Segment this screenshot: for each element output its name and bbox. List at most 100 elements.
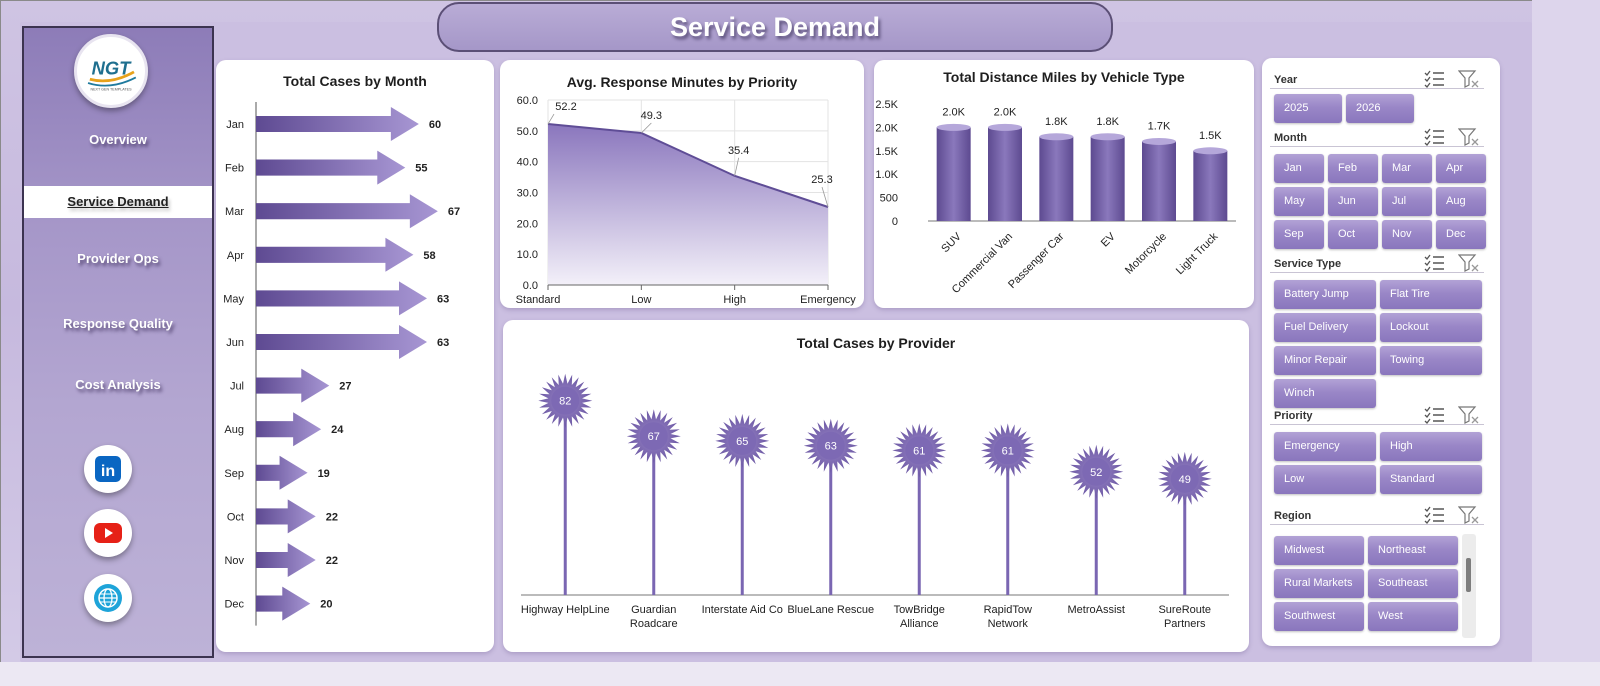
slicer-month-item[interactable]: Dec (1436, 220, 1486, 249)
month-tick-label: Dec (224, 599, 244, 611)
slicer-service_type-item[interactable]: Lockout (1380, 313, 1482, 342)
slicer-region-item[interactable]: West (1368, 602, 1458, 631)
slicer-priority-item[interactable]: Low (1274, 465, 1376, 494)
slicer-month-item[interactable]: Sep (1274, 220, 1324, 249)
month-tick-label: Apr (227, 250, 244, 262)
leader-line (821, 186, 829, 208)
slicer-month-item[interactable]: Aug (1436, 187, 1486, 216)
youtube-button[interactable] (84, 509, 132, 557)
y-tick-label: 0 (892, 216, 898, 228)
slicer-service_type-item[interactable]: Winch (1274, 379, 1376, 408)
provider-marker-center (551, 386, 580, 415)
nav-overview[interactable]: Overview (89, 132, 147, 147)
month-tick-label: Jan (226, 119, 244, 131)
slicer-month-item[interactable]: Apr (1436, 154, 1486, 183)
clear-filter-icon[interactable] (1457, 128, 1480, 146)
slicer-header-month: Month (1274, 132, 1307, 144)
slicer-service_type-item[interactable]: Fuel Delivery (1274, 313, 1376, 342)
slicer-service_type-item[interactable]: Towing (1380, 346, 1482, 375)
month-tick-label: Sep (224, 468, 244, 480)
x-tick-label: Interstate Aid Co (702, 604, 783, 616)
slicer-divider (1270, 424, 1484, 425)
y-tick-label: 40.0 (517, 157, 538, 169)
nav-response-quality[interactable]: Response Quality (63, 316, 173, 331)
svg-text:in: in (101, 463, 115, 480)
nav-provider-ops[interactable]: Provider Ops (77, 251, 159, 266)
multi-select-icon[interactable] (1424, 406, 1446, 424)
slicer-month-item[interactable]: May (1274, 187, 1324, 216)
month-bar (256, 499, 316, 534)
slicer-month-item[interactable]: Feb (1328, 154, 1378, 183)
slicer-priority-item[interactable]: Emergency (1274, 432, 1376, 461)
month-bar (256, 586, 311, 621)
slicer-year-item[interactable]: 2026 (1346, 94, 1414, 123)
chart-title: Total Distance Miles by Vehicle Type (943, 69, 1185, 85)
slicer-region-item[interactable]: Southwest (1274, 602, 1364, 631)
month-tick-label: Oct (227, 511, 244, 523)
linkedin-button[interactable]: in (84, 445, 132, 493)
multi-select-icon[interactable] (1424, 128, 1446, 146)
website-button[interactable] (84, 574, 132, 622)
month-data-label: 67 (448, 206, 460, 218)
y-tick-label: 2.5K (875, 99, 898, 111)
y-tick-label: 1.0K (875, 169, 898, 181)
month-tick-label: Nov (224, 555, 244, 567)
provider-marker-center (728, 426, 757, 455)
x-tick-label: Highway HelpLine (521, 604, 610, 616)
slicer-divider (1270, 88, 1484, 89)
data-label: 1.8K (1045, 116, 1068, 128)
slicer-service_type-item[interactable]: Flat Tire (1380, 280, 1482, 309)
slicer-region-item[interactable]: Midwest (1274, 536, 1364, 565)
slicer-year-item[interactable]: 2025 (1274, 94, 1342, 123)
y-tick-label: 50.0 (517, 126, 538, 138)
nav-service-demand[interactable]: Service Demand (24, 186, 212, 218)
region-scrollbar[interactable] (1462, 534, 1476, 638)
x-tick-label: BlueLane Rescue (787, 604, 874, 616)
multi-select-icon[interactable] (1424, 506, 1446, 524)
slicer-header-year: Year (1274, 74, 1298, 86)
slicer-region-item[interactable]: Southeast (1368, 569, 1458, 598)
slicer-priority-item[interactable]: High (1380, 432, 1482, 461)
y-tick-label: 20.0 (517, 218, 538, 230)
vehicle-bar-top (1193, 147, 1228, 155)
slicer-month-item[interactable]: Mar (1382, 154, 1432, 183)
chart-card-distance-by-vehicle: Total Distance Miles by Vehicle Type 0 50… (874, 60, 1254, 308)
slicer-priority-item[interactable]: Standard (1380, 465, 1482, 494)
month-bar (256, 237, 414, 272)
slicer-region-item[interactable]: Northeast (1368, 536, 1458, 565)
clear-filter-icon[interactable] (1457, 254, 1480, 272)
x-tick-label: Network (988, 618, 1029, 630)
data-label: 25.3 (811, 174, 832, 186)
y-tick-label: 30.0 (517, 188, 538, 200)
slicer-service_type-item[interactable]: Battery Jump (1274, 280, 1376, 309)
x-tick-label: Standard (516, 294, 561, 306)
data-label: 49 (1179, 474, 1191, 486)
data-label: 1.7K (1148, 120, 1171, 132)
clear-filter-icon[interactable] (1457, 70, 1480, 88)
slicer-service_type-item[interactable]: Minor Repair (1274, 346, 1376, 375)
x-tick-label: Low (631, 294, 651, 306)
month-tick-label: Jun (226, 337, 244, 349)
clear-filter-icon[interactable] (1457, 506, 1480, 524)
multi-select-icon[interactable] (1424, 70, 1446, 88)
slicer-month-item[interactable]: Jun (1328, 187, 1378, 216)
slicer-month-item[interactable]: Jul (1382, 187, 1432, 216)
slicer-month-item[interactable]: Jan (1274, 154, 1324, 183)
month-tick-label: Mar (225, 206, 244, 218)
clear-filter-icon[interactable] (1457, 406, 1480, 424)
month-data-label: 19 (318, 468, 330, 480)
month-data-label: 60 (429, 119, 441, 131)
slicer-month-item[interactable]: Oct (1328, 220, 1378, 249)
slicer-region-item[interactable]: Rural Markets (1274, 569, 1364, 598)
scrollbar-thumb[interactable] (1466, 558, 1471, 592)
nav-cost-analysis[interactable]: Cost Analysis (75, 377, 161, 392)
month-data-label: 63 (437, 293, 449, 305)
chart-card-response-by-priority: Avg. Response Minutes by Priority 0.0 10.… (500, 60, 864, 308)
multi-select-icon[interactable] (1424, 254, 1446, 272)
data-label: 63 (825, 441, 837, 453)
slicer-month-item[interactable]: Nov (1382, 220, 1432, 249)
data-label: 1.5K (1199, 130, 1222, 142)
vehicle-bar (1090, 136, 1125, 221)
month-data-label: 20 (320, 599, 332, 611)
data-label: 61 (1002, 445, 1014, 457)
